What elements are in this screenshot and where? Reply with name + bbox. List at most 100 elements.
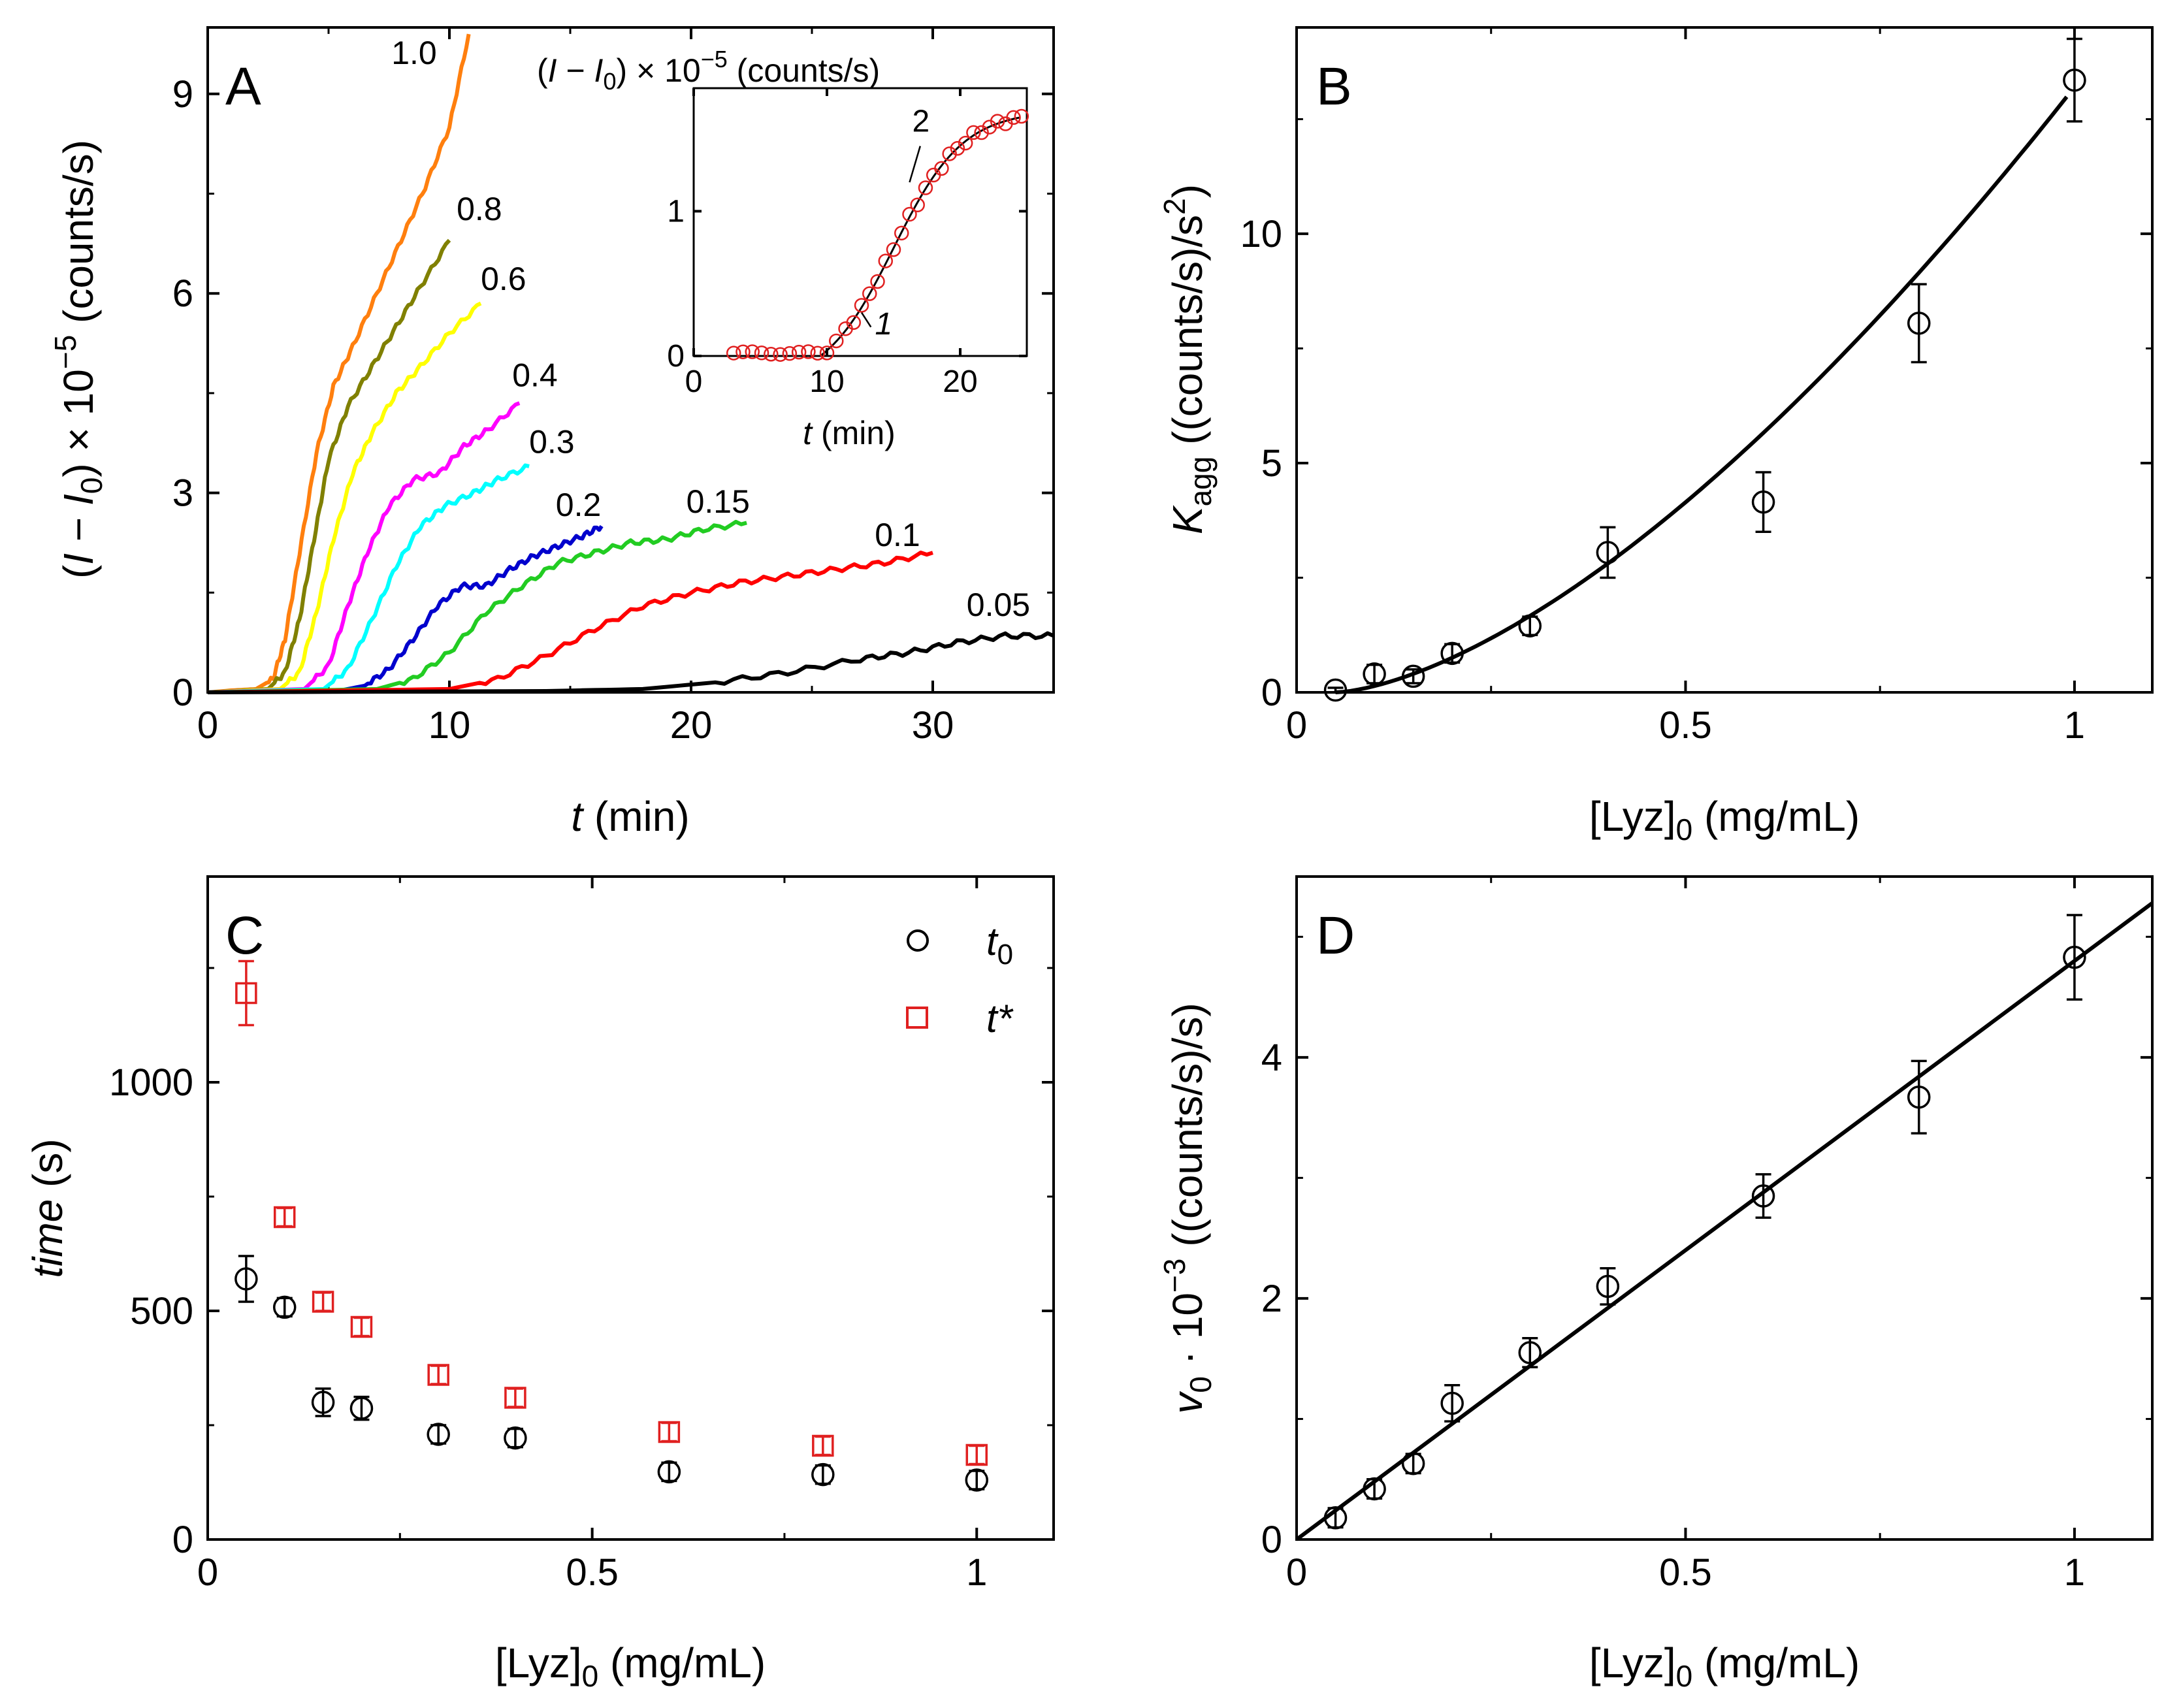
data-point [2063, 68, 2086, 92]
inset-data-point [745, 344, 760, 359]
data-point [1440, 641, 1464, 666]
curve-label-0.8: 0.8 [457, 191, 502, 227]
inset-data-point [942, 146, 957, 161]
fit-curve [1335, 95, 2069, 694]
y-tick-label: 0 [172, 1519, 193, 1561]
inset-xlabel: t (min) [803, 415, 896, 451]
inset-annotation-2: 2 [913, 104, 930, 138]
data-point-t0 [965, 1468, 989, 1492]
y-tick-label: 9 [172, 73, 193, 116]
inset-data-point [1014, 108, 1029, 124]
panel-d-xlabel: [Lyz]0 (mg/mL) [1589, 1639, 1860, 1693]
y-tick-label: 10 [1240, 213, 1282, 255]
x-tick-label: 0 [1286, 1551, 1307, 1594]
y-tick-label: 0 [1261, 1519, 1282, 1561]
inset-data-point [854, 298, 869, 313]
data-point-t0 [504, 1426, 527, 1450]
curve-label-0.15: 0.15 [687, 483, 750, 520]
legend-label-tstar: t* [986, 997, 1014, 1040]
x-tick-label: 30 [912, 704, 954, 747]
data-point-t* [658, 1421, 681, 1443]
data-point-t* [965, 1443, 988, 1466]
panel-a-inset: 0 10 20 0 1 2 1 (I − I0) × 10−5 (counts/s) t … [537, 46, 1029, 451]
data-point [1323, 1506, 1348, 1530]
y-tick-label: 1 [667, 194, 685, 229]
data-point-t* [427, 1364, 449, 1386]
inset-data-point [829, 333, 844, 349]
inset-data-point [773, 347, 788, 362]
inset-data-point [878, 253, 894, 268]
x-tick-label: 20 [943, 364, 977, 399]
panel-letter-c: C [225, 906, 264, 965]
inset-data-point [934, 161, 949, 176]
inset-data-point [870, 274, 885, 289]
curve-0.1 [207, 551, 933, 694]
y-tick-label: 6 [172, 272, 193, 315]
inset-data-point [810, 346, 825, 361]
x-tick-label: 0 [197, 1551, 218, 1594]
inset-annotation-pointer [909, 146, 921, 183]
data-point [1596, 541, 1620, 564]
x-tick-label: 0.5 [566, 1551, 619, 1594]
data-point-t* [235, 982, 257, 1005]
inset-data-point [846, 315, 862, 330]
x-tick-label: 0 [1286, 704, 1307, 747]
inset-data-point [819, 346, 835, 361]
data-point-t* [504, 1387, 526, 1409]
y-tick-label: 0 [172, 671, 193, 714]
curve-label-0.1: 0.1 [875, 517, 920, 553]
x-tick-label: 0.5 [1659, 704, 1712, 747]
curve-0.8 [207, 238, 451, 694]
data-point-t0 [657, 1460, 681, 1484]
inset-data-point [862, 286, 877, 301]
y-tick-label: 2 [1261, 1278, 1282, 1320]
panel-a-xlabel: t (min) [571, 793, 689, 840]
panel-a-frame [206, 26, 1055, 694]
x-tick-label: 1 [2064, 704, 2085, 747]
panel-d-frame [1295, 875, 2154, 1541]
data-point-t0 [272, 1295, 297, 1319]
curve-0.6 [207, 301, 482, 694]
y-tick-label: 500 [130, 1290, 193, 1332]
data-point [1363, 662, 1386, 686]
x-tick-label: 20 [670, 704, 713, 747]
panel-b-xlabel: [Lyz]0 (mg/mL) [1589, 793, 1860, 846]
inset-data-point [754, 346, 769, 361]
curve-0.05 [207, 631, 1055, 694]
inset-annotation-1: 1 [875, 307, 892, 342]
data-point-t0 [427, 1423, 450, 1446]
panel-c-xlabel: [Lyz]0 (mg/mL) [495, 1639, 766, 1693]
curve-label-0.2: 0.2 [556, 487, 602, 523]
inset-data-point [782, 346, 798, 361]
panel-letter-a: A [225, 57, 261, 116]
x-tick-label: 0 [685, 364, 703, 399]
data-point [1363, 1477, 1386, 1501]
x-tick-label: 0 [197, 704, 218, 747]
inset-data-point [726, 346, 741, 361]
data-point-t* [812, 1434, 834, 1457]
inset-data-point [950, 140, 965, 156]
inset-data-point [918, 180, 933, 195]
fit-line [1295, 901, 2154, 1541]
inset-data-point [910, 197, 925, 213]
curve-0.2 [207, 524, 604, 694]
x-tick-label: 10 [809, 364, 844, 399]
data-point [2063, 945, 2086, 969]
y-tick-label: 4 [1261, 1037, 1282, 1079]
curve-label-0.6: 0.6 [481, 261, 526, 297]
x-tick-label: 0.5 [1659, 1551, 1712, 1594]
y-tick-label: 3 [172, 472, 193, 515]
data-point [1751, 1184, 1775, 1208]
y-tick-label: 1000 [109, 1061, 193, 1104]
legend-marker-tstar [906, 1007, 928, 1029]
panel-d-ylabel: v0 · 10−3 ((counts/s)/s) [1157, 1003, 1218, 1413]
inset-data-point [974, 125, 989, 140]
data-point [1518, 614, 1542, 637]
inset-data-point [791, 344, 807, 360]
panel-a-ylabel: (I − I0) × 10−5 (counts/s) [48, 140, 108, 579]
y-tick-label: 0 [1261, 671, 1282, 714]
legend-marker-t0 [907, 929, 929, 952]
inset-data-point [886, 242, 901, 257]
